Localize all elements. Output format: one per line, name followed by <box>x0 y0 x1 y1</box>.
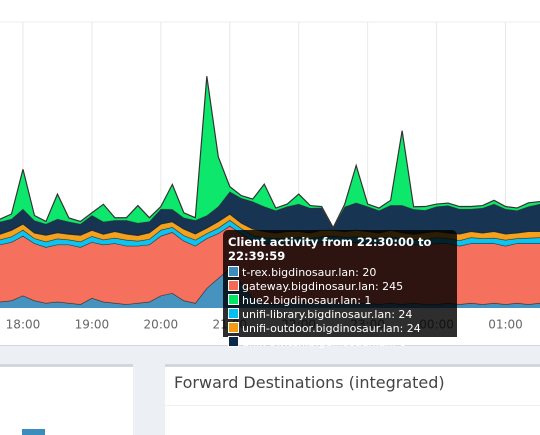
tooltip-swatch <box>228 322 239 333</box>
tooltip-swatch <box>228 280 239 291</box>
tooltip-value: 20 <box>362 266 377 279</box>
tooltip-value: 1 <box>364 294 372 307</box>
tooltip-title: Client activity from 22:30:00 to 22:39:5… <box>228 235 432 263</box>
tooltip-value: 24 <box>398 308 413 321</box>
x-tick-label: 01:00 <box>488 318 523 332</box>
legend-swatch <box>22 429 45 435</box>
area-line <box>0 76 540 229</box>
tooltip-item: unifi-outdoor.bigdinosaur.lan24 <box>226 322 454 336</box>
tooltip-label: gateway.bigdinosaur.lan <box>242 280 382 293</box>
panel-header-border <box>165 405 540 406</box>
query-types-panel <box>0 364 133 435</box>
tooltip-label: t-rex.bigdinosaur.lan <box>242 266 362 279</box>
tooltip-item: gateway.bigdinosaur.lan245 <box>226 280 454 294</box>
x-tick-label: 19:00 <box>75 318 110 332</box>
tooltip-swatch <box>228 308 239 319</box>
tooltip-swatch <box>228 294 239 305</box>
tooltip-value: 245 <box>382 280 404 293</box>
tooltip-value: 9 <box>399 336 407 349</box>
tooltip-item: hue2.bigdinosaur.lan1 <box>226 294 454 308</box>
client-activity-panel: 18:0019:0020:0021:0022:0023:0000:0001:00… <box>0 0 540 349</box>
tooltip-item: t-rex.bigdinosaur.lan20 <box>226 266 454 280</box>
tooltip-label: unifi-switch.bigdinosaur.lan <box>242 336 400 349</box>
tooltip-swatch <box>228 266 239 277</box>
area <box>0 191 540 236</box>
panel-title: Forward Destinations (integrated) <box>174 373 445 392</box>
tooltip-swatch <box>228 336 239 347</box>
tooltip: Client activity from 22:30:00 to 22:39:5… <box>223 230 457 349</box>
tooltip-label: hue2.bigdinosaur.lan <box>242 294 364 307</box>
tooltip-item: unifi-switch.bigdinosaur.lan9 <box>226 336 454 350</box>
tooltip-label: unifi-library.bigdinosaur.lan <box>242 308 398 321</box>
x-tick-label: 20:00 <box>144 318 179 332</box>
tooltip-label: unifi-outdoor.bigdinosaur.lan <box>242 322 407 335</box>
forward-destinations-panel: Forward Destinations (integrated) <box>165 364 540 435</box>
tooltip-item: unifi-library.bigdinosaur.lan24 <box>226 308 454 322</box>
x-tick-label: 18:00 <box>6 318 41 332</box>
area <box>0 76 540 228</box>
tooltip-value: 24 <box>406 322 421 335</box>
